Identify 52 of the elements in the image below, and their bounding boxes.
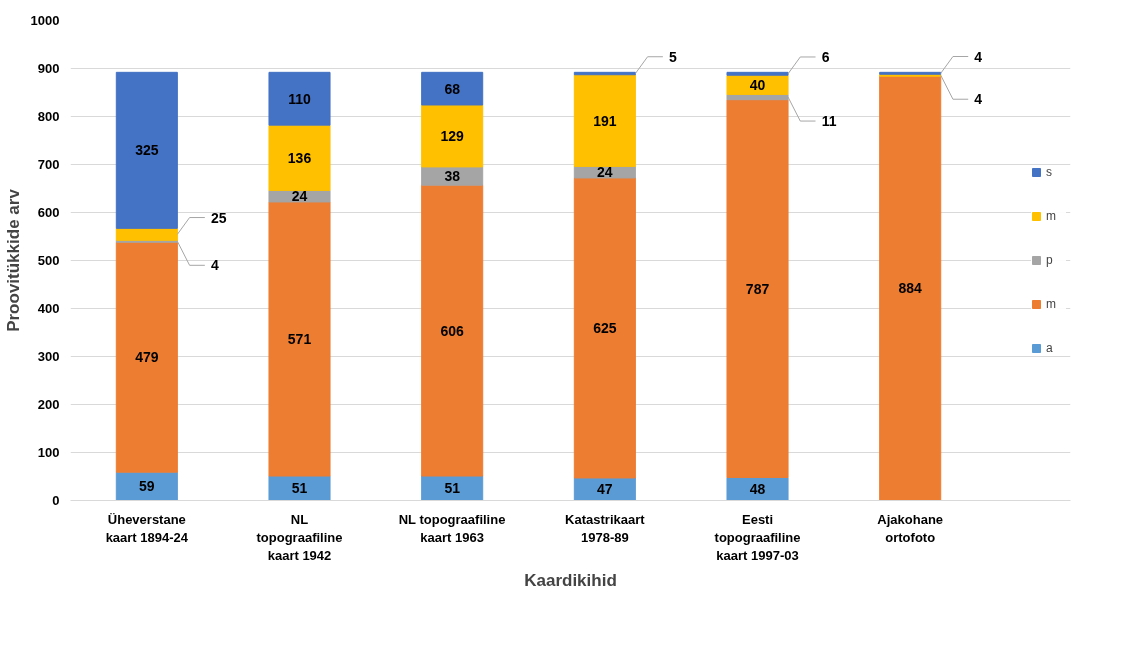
x-tick-label: Ajakohane ortofoto [877,511,944,545]
y-tick-label: 400 [37,301,60,316]
data-label: 51 [444,480,461,497]
y-tick-label: 700 [37,157,60,172]
data-label: 25 [210,209,227,226]
data-label: 24 [291,188,308,205]
data-label: 136 [287,149,312,166]
data-label: 47 [597,481,613,498]
data-label: 479 [135,349,159,366]
y-tick-label: 200 [37,397,60,412]
y-tick-label: 100 [37,445,60,460]
legend-label: m [1046,209,1057,223]
data-label: 40 [749,76,766,93]
data-label: 325 [135,142,159,159]
y-tick-label: 600 [37,205,60,220]
data-label: 4 [210,257,219,274]
y-axis-title: Proovitükkide arv [3,188,23,332]
x-tick-label: NL topograafiline kaart 1963 [398,511,506,545]
data-label: 4 [974,48,983,65]
data-label: 571 [287,330,312,347]
data-label: 51 [291,480,308,497]
data-label: 625 [593,319,617,336]
x-tick-label: NL topograafiline kaart 1942 [256,511,343,563]
x-tick-label: Eesti topograafiline kaart 1997-03 [714,511,801,563]
data-label: 59 [139,478,155,495]
x-axis-title: Kaardikihid [524,570,617,590]
y-tick-label: 900 [37,61,60,76]
data-label: 129 [440,127,465,144]
data-label: 884 [898,280,923,297]
legend-label: a [1046,341,1054,355]
data-label: 68 [444,80,461,97]
y-tick-label: 1000 [30,13,60,28]
data-label: 110 [288,90,312,107]
y-tick-label: 0 [52,493,60,508]
legend-label: p [1046,253,1054,267]
legend-label: m [1046,297,1057,311]
data-label: 5 [668,48,677,65]
data-label: 48 [749,480,766,497]
y-tick-label: 500 [37,253,60,268]
data-label: 606 [440,322,465,339]
data-label: 38 [444,168,461,185]
data-label: 787 [745,280,770,297]
x-tick-label: Katastrikaart 1978-89 [565,511,646,545]
y-tick-label: 800 [37,109,60,124]
y-tick-label: 300 [37,349,60,364]
data-label: 191 [593,112,617,129]
data-label: 11 [821,113,837,130]
data-label: 4 [974,91,983,108]
data-label: 6 [821,48,830,65]
data-label: 24 [597,164,613,181]
x-tick-label: Üheverstane kaart 1894-24 [105,511,189,545]
legend-label: s [1046,165,1053,179]
